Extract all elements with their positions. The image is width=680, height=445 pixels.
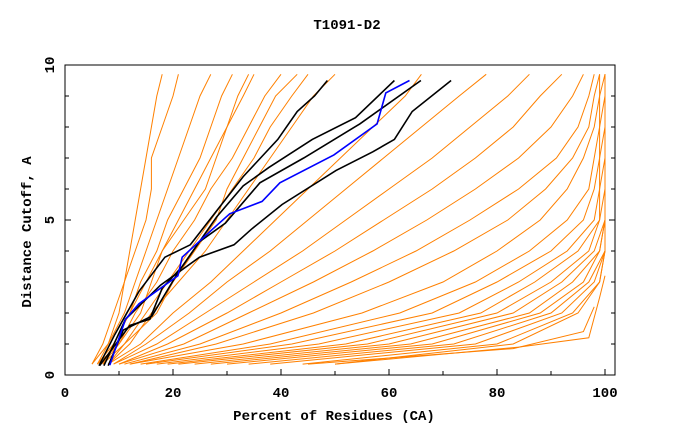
- series-line-l1: [91, 74, 163, 365]
- series-line-blue: [109, 79, 410, 366]
- series-line-b3: [145, 74, 606, 365]
- series-line-k3: [107, 79, 422, 367]
- series-line-m4: [118, 73, 563, 365]
- y-tick-labels: 0 5 10: [43, 57, 59, 380]
- series-line-l6: [102, 74, 282, 365]
- x-tick-label: 20: [165, 386, 182, 402]
- series-line-l2: [91, 74, 179, 365]
- x-tick-labels: 0 20 40 60 80 100: [61, 386, 618, 402]
- series-line-l7: [107, 74, 309, 365]
- series-line-b2: [140, 74, 606, 365]
- series-line-m3: [113, 73, 530, 365]
- series-line-m6: [124, 74, 595, 365]
- series-line-m1: [107, 74, 422, 365]
- y-tick-label: 5: [43, 216, 59, 224]
- series-line-m5: [118, 74, 584, 365]
- series-line-b1: [129, 74, 601, 365]
- x-tick-label: 40: [273, 386, 290, 402]
- plot-frame: [64, 64, 616, 376]
- x-tick-label: 100: [592, 386, 617, 402]
- series-line-s2: [307, 306, 595, 365]
- x-axis-label: Percent of Residues (CA): [233, 409, 435, 425]
- series-line-b12: [302, 74, 606, 365]
- y-tick-label: 10: [43, 57, 59, 74]
- series-line-k1: [98, 79, 329, 367]
- series-line-m7: [129, 74, 601, 365]
- series-line-l10: [102, 73, 298, 365]
- y-axis-label: Distance Cutoff, A: [20, 156, 36, 308]
- series-line-b9: [226, 74, 606, 365]
- series-line-l3: [96, 74, 212, 365]
- series-lines: [91, 73, 606, 367]
- series-line-m2: [113, 73, 487, 365]
- y-tick-label: 0: [43, 371, 59, 379]
- x-tick-label: 60: [381, 386, 398, 402]
- chart-title: T1091-D2: [313, 18, 380, 34]
- series-line-b13: [334, 74, 606, 365]
- axis-ticks: [64, 64, 615, 376]
- series-line-k2: [98, 79, 395, 367]
- series-line-l8: [107, 73, 336, 365]
- series-line-k4: [103, 79, 452, 367]
- x-tick-label: 0: [61, 386, 69, 402]
- x-tick-label: 80: [489, 386, 506, 402]
- series-line-l9: [97, 74, 250, 365]
